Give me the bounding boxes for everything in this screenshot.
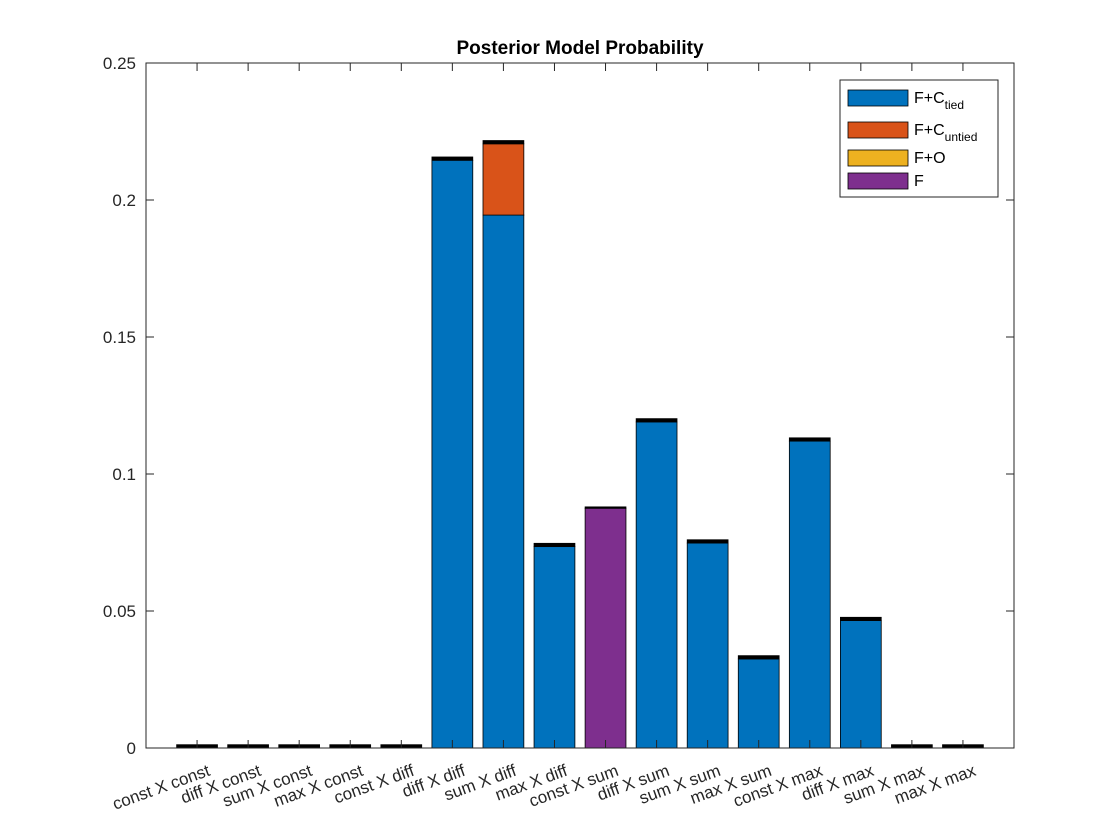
bars-layer [176, 140, 984, 749]
bar-f-c-tied-7 [533, 546, 576, 749]
y-tick-label: 0.2 [112, 191, 136, 210]
bar-remainder-9 [635, 418, 678, 423]
y-tick-label: 0.1 [112, 465, 136, 484]
y-tick-label: 0 [127, 739, 136, 758]
bar-f-c-tied-13 [840, 620, 882, 749]
legend-label-main: F+O [914, 150, 946, 167]
legend-label-subscript: untied [945, 130, 978, 144]
axes-box [145, 62, 1015, 749]
bar-remainder-13 [840, 616, 882, 621]
bar-remainder-7 [533, 542, 576, 548]
bar-remainder-8 [584, 506, 627, 509]
bar-f-c-tied-12 [788, 440, 831, 749]
legend-label-f-o: F+O [914, 150, 946, 167]
y-tick-label: 0.05 [103, 602, 136, 621]
bar-f-c-untied-6 [482, 143, 525, 216]
legend-label-f-c-tied: F+Ctied [914, 90, 964, 112]
bar-remainder-12 [788, 437, 831, 442]
bar-f-c-tied-9 [635, 421, 678, 749]
legend-label-main: F [914, 173, 924, 190]
bar-remainder-5 [431, 156, 474, 161]
bar-remainder-10 [686, 539, 729, 544]
legend-swatch-f-o [847, 149, 909, 167]
legend-label-main: F+C [914, 122, 945, 139]
legend-label-main: F+C [914, 90, 945, 107]
y-tick-label: 0.25 [103, 54, 136, 73]
bar-remainder-6 [482, 140, 525, 145]
legend-label-f: F [914, 173, 924, 190]
bar-remainder-11 [737, 655, 780, 660]
bar-f-c-tied-6 [482, 214, 525, 749]
chart-title: Posterior Model Probability [456, 38, 703, 59]
y-tick-label: 0.15 [103, 328, 136, 347]
legend-swatch-f-c-tied [847, 89, 909, 107]
bar-f-c-tied-5 [431, 159, 474, 749]
bar-f-c-tied-11 [737, 658, 780, 749]
bar-f-c-tied-10 [686, 542, 729, 749]
bar-f-8 [584, 507, 627, 749]
legend-swatch-f-c-untied [847, 121, 909, 139]
legend-swatch-f [847, 172, 909, 190]
legend-label-subscript: tied [945, 98, 964, 112]
legend-label-f-c-untied: F+Cuntied [914, 122, 977, 144]
